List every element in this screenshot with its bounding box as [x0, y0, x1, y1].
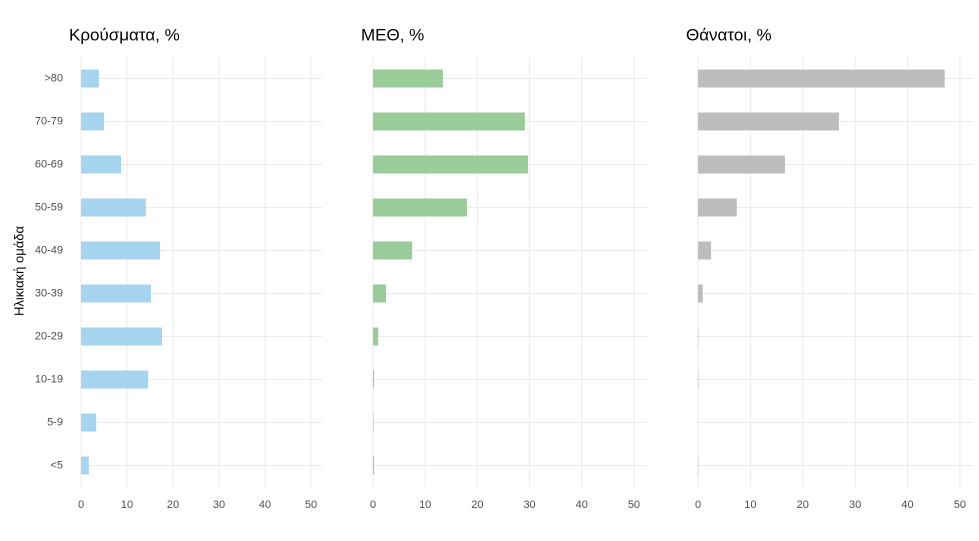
- y-tick-label: 40-49: [35, 244, 63, 256]
- bar: [81, 456, 89, 475]
- y-tick-label: 10-19: [35, 373, 63, 385]
- y-tick-label: 20-29: [35, 330, 63, 342]
- y-tick-label: 5-9: [47, 416, 63, 428]
- bar: [698, 284, 703, 303]
- x-tick-label: 50: [954, 499, 966, 511]
- panel-title: Θάνατοι, %: [686, 25, 772, 44]
- x-tick-label: 0: [695, 499, 701, 511]
- x-tick-label: 10: [121, 499, 133, 511]
- bar: [373, 413, 374, 432]
- x-tick-label: 10: [744, 499, 756, 511]
- x-tick-label: 0: [78, 499, 84, 511]
- bar: [698, 112, 839, 131]
- x-tick-label: 10: [419, 499, 431, 511]
- bar: [698, 69, 945, 88]
- x-tick-label: 20: [167, 499, 179, 511]
- bar: [81, 370, 149, 389]
- bar: [81, 241, 161, 260]
- x-tick-label: 20: [471, 499, 483, 511]
- x-tick-label: 30: [213, 499, 225, 511]
- y-tick-label: >80: [44, 72, 63, 84]
- x-tick-label: 0: [370, 499, 376, 511]
- y-tick-label: 60-69: [35, 158, 63, 170]
- bar: [373, 241, 413, 260]
- x-tick-label: 20: [797, 499, 809, 511]
- x-tick-label: 30: [523, 499, 535, 511]
- bar: [373, 370, 375, 389]
- bar: [81, 284, 151, 303]
- bar: [373, 155, 529, 174]
- bar: [698, 370, 699, 389]
- y-tick-label: <5: [50, 459, 63, 471]
- y-tick-label: 30-39: [35, 287, 63, 299]
- y-tick-label: 50-59: [35, 201, 63, 213]
- bar: [81, 69, 99, 88]
- bar: [81, 198, 146, 217]
- x-tick-label: 40: [901, 499, 913, 511]
- bar: [373, 69, 443, 88]
- x-tick-label: 50: [305, 499, 317, 511]
- bar: [698, 327, 699, 346]
- bar: [373, 456, 375, 475]
- bar: [81, 413, 97, 432]
- bar: [698, 155, 785, 174]
- x-tick-label: 40: [259, 499, 271, 511]
- bar: [81, 155, 122, 174]
- bar: [81, 327, 162, 346]
- y-tick-label: 70-79: [35, 115, 63, 127]
- bar: [373, 327, 379, 346]
- panel-title: ΜΕΘ, %: [361, 25, 424, 44]
- bar: [373, 198, 467, 217]
- panel-title: Κρούσματα, %: [69, 25, 180, 44]
- x-tick-label: 40: [576, 499, 588, 511]
- bar: [373, 284, 387, 303]
- bar: [698, 241, 712, 260]
- bar: [373, 112, 525, 131]
- x-tick-label: 50: [628, 499, 640, 511]
- bar: [81, 112, 104, 131]
- bar: [698, 456, 699, 475]
- x-tick-label: 30: [849, 499, 861, 511]
- y-axis-label: Ηλικιακή ομάδα: [11, 226, 26, 316]
- bar: [698, 198, 737, 217]
